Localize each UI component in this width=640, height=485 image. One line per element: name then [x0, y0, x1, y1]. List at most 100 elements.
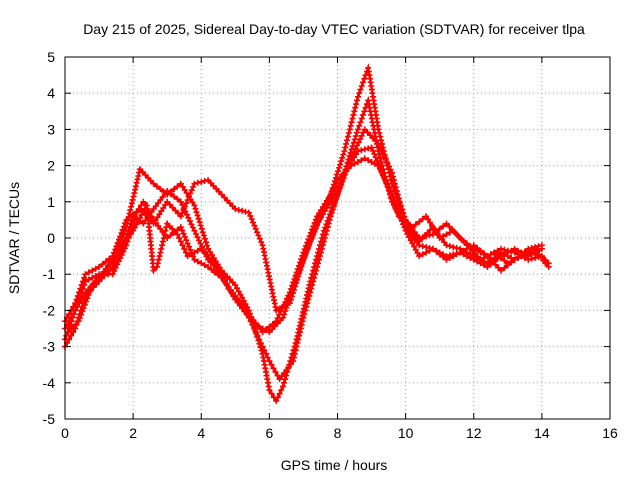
data-point-group [247, 212, 265, 245]
data-point [225, 285, 232, 292]
data-point-group [126, 208, 140, 221]
data-point-group [358, 145, 372, 154]
data-point-group [192, 205, 210, 249]
data-point-group [274, 387, 285, 401]
series-track-b [62, 95, 545, 383]
data-point-group [133, 215, 143, 225]
data-point-group [376, 165, 394, 195]
data-point-group [501, 259, 515, 271]
data-point-group [281, 340, 299, 386]
data-point-group [460, 251, 474, 261]
data-point-group [208, 266, 222, 279]
data-point-group [110, 220, 129, 256]
data-point-group [68, 321, 80, 333]
data-point-group [453, 230, 468, 246]
data-point-group [167, 226, 181, 239]
data-point-group [269, 317, 284, 333]
data-point [177, 213, 184, 220]
data-point-group [446, 243, 460, 251]
data-point-group [308, 231, 326, 281]
data-point-group [460, 244, 474, 254]
data-point [191, 202, 198, 209]
y-tick-label: 5 [47, 49, 55, 65]
y-tick-label: -1 [43, 266, 56, 282]
data-point [280, 314, 286, 321]
data-point [484, 260, 491, 267]
data-point [443, 256, 450, 263]
data-point [102, 267, 109, 274]
x-tick-label: 2 [129, 425, 137, 441]
data-point [232, 206, 239, 213]
data-point [72, 300, 79, 307]
data-point-group [260, 245, 279, 310]
data-point [109, 271, 116, 278]
data-point [205, 245, 212, 252]
data-point [498, 249, 504, 256]
data-point-group [294, 281, 313, 339]
data-point-group [154, 224, 170, 267]
data-point-group [425, 216, 441, 238]
data-point-group [144, 206, 157, 270]
data-point-group [404, 230, 421, 256]
data-point [177, 180, 184, 187]
data-point-group [64, 329, 77, 346]
data-point-group [541, 256, 550, 267]
x-tick-label: 6 [265, 425, 273, 441]
data-point [354, 148, 361, 155]
data-point [116, 245, 123, 252]
data-point-group [207, 249, 223, 271]
data-point-group [474, 258, 487, 269]
data-point-group [474, 245, 487, 257]
data-point-group [356, 101, 370, 129]
data-point [211, 260, 218, 267]
data-point [177, 198, 184, 205]
y-tick-labels: -5 -4 -3 -2 -1 0 1 2 3 4 5 [43, 49, 56, 427]
data-point [75, 318, 82, 325]
data-point-group [74, 292, 87, 310]
data-point [153, 263, 160, 270]
data-point [375, 148, 382, 155]
data-point [174, 231, 181, 238]
data-point [470, 242, 477, 249]
data-point [457, 249, 464, 256]
data-point-group [281, 278, 299, 318]
data-point-group [365, 157, 378, 167]
data-point-group [85, 273, 99, 283]
data-point-group [440, 229, 453, 240]
data-point [191, 227, 198, 234]
data-point-group [64, 303, 77, 321]
grid-lines [65, 57, 610, 419]
data-point-group [166, 201, 182, 217]
data-point [443, 242, 450, 249]
data-point [164, 191, 171, 198]
data-point [307, 278, 314, 285]
data-point-group [390, 173, 408, 223]
data-point [239, 303, 246, 310]
data-point-group [154, 183, 167, 195]
y-tick-label: 2 [47, 158, 55, 174]
data-point [205, 263, 212, 270]
axis-ticks [64, 56, 611, 420]
data-point [402, 227, 409, 234]
data-point-group [234, 285, 251, 311]
data-point [409, 224, 416, 231]
data-point-group [390, 194, 408, 231]
data-point [375, 140, 382, 147]
data-point-group [188, 247, 201, 258]
y-tick-label: 3 [47, 121, 55, 137]
data-point [150, 267, 157, 274]
data-point-group [351, 157, 365, 167]
data-point [511, 245, 518, 252]
data-point [191, 180, 198, 187]
data-point [354, 93, 361, 100]
y-tick-label: -5 [43, 411, 56, 427]
data-point-group [256, 323, 269, 334]
y-axis-label: SDTVAR / TECUs [6, 182, 22, 294]
data-point [252, 321, 259, 328]
data-point-group [227, 288, 243, 307]
data-point [389, 169, 395, 176]
data-point [232, 282, 239, 289]
x-tick-label: 10 [398, 425, 414, 441]
data-point-group [207, 180, 222, 195]
